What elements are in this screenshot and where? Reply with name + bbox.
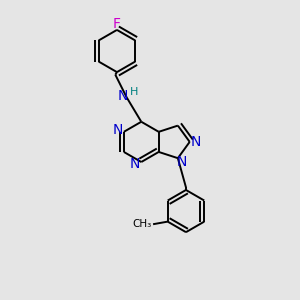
Text: H: H (130, 87, 138, 97)
Text: N: N (118, 89, 128, 103)
Text: F: F (113, 17, 121, 31)
Text: N: N (112, 123, 123, 137)
Text: N: N (191, 135, 201, 149)
Text: CH₃: CH₃ (132, 219, 152, 229)
Text: N: N (130, 157, 140, 171)
Text: N: N (176, 155, 187, 169)
